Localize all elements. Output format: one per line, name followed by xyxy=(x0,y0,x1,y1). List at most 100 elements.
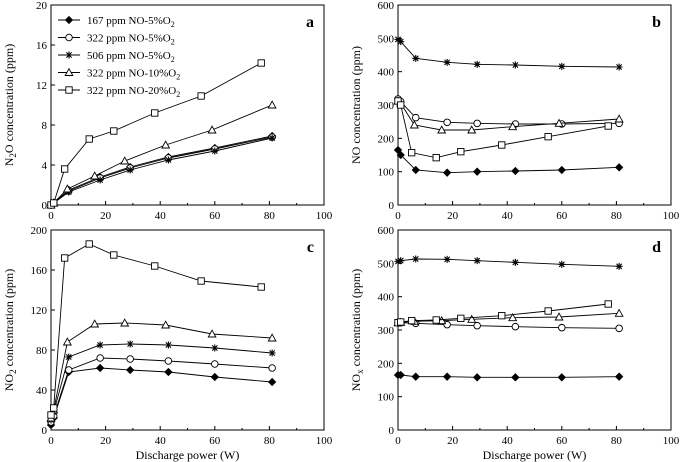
x-tick-label: 0 xyxy=(48,210,54,222)
x-tick-label: 100 xyxy=(663,435,680,447)
panel-b: 0 20 40 60 80 100 0 100 200 300 400 500 600 NO concen… xyxy=(349,0,680,222)
data-point xyxy=(457,148,465,156)
y-tick-label: 400 xyxy=(378,67,395,79)
x-tick-label: 40 xyxy=(502,210,514,222)
data-point xyxy=(50,404,58,412)
y-tick-label: 8 xyxy=(42,120,48,132)
data-point xyxy=(151,262,159,270)
series-triangle xyxy=(393,96,624,134)
data-point xyxy=(467,125,477,134)
data-point xyxy=(396,370,405,380)
x-tick-label: 60 xyxy=(556,210,568,222)
data-point xyxy=(437,125,447,134)
series-diamond xyxy=(46,363,277,430)
x-tick-label: 100 xyxy=(316,210,333,222)
data-point xyxy=(511,258,519,266)
panel-c: 0 20 40 60 80 100 0 40 80 120 160 200 NO2 concentrat… xyxy=(2,225,333,462)
x-tick-label: 80 xyxy=(611,435,623,447)
series-square xyxy=(47,59,265,209)
series-line xyxy=(397,100,620,131)
x-tick-label: 60 xyxy=(556,435,568,447)
data-point xyxy=(473,60,481,68)
data-point xyxy=(50,199,58,207)
data-point xyxy=(65,353,73,361)
data-point xyxy=(164,367,173,377)
data-point xyxy=(210,372,219,382)
data-point xyxy=(614,114,624,123)
y-tick-label: 20 xyxy=(36,0,48,12)
x-tick-label: 80 xyxy=(264,210,276,222)
data-point xyxy=(161,320,171,329)
y-tick-label: 500 xyxy=(378,33,395,45)
data-point xyxy=(126,365,135,375)
data-point xyxy=(268,134,276,142)
data-point xyxy=(164,156,172,164)
y-tick-label: 500 xyxy=(378,258,395,270)
data-point xyxy=(120,156,130,165)
plot-frame xyxy=(397,229,672,431)
y-tick-label: 0 xyxy=(389,425,395,437)
data-point xyxy=(615,63,623,71)
legend-marker xyxy=(64,15,74,25)
series-line xyxy=(50,343,273,421)
data-point xyxy=(267,377,277,387)
data-point xyxy=(443,118,451,127)
data-point xyxy=(554,118,564,127)
data-point xyxy=(267,100,277,109)
data-point xyxy=(61,254,69,262)
data-point xyxy=(473,119,481,128)
series-line xyxy=(397,100,609,159)
y-tick-label: 200 xyxy=(378,133,395,145)
data-point xyxy=(47,411,55,419)
series-line xyxy=(50,357,273,423)
data-point xyxy=(268,364,276,372)
data-point xyxy=(257,283,265,291)
x-tick-label: 0 xyxy=(48,435,54,447)
series-line xyxy=(50,322,273,419)
data-point xyxy=(164,341,172,349)
data-point xyxy=(207,125,217,134)
data-point xyxy=(409,120,419,129)
data-point xyxy=(85,240,93,248)
data-point xyxy=(62,337,72,346)
data-point xyxy=(151,109,159,117)
data-point xyxy=(614,163,624,172)
x-tick-label: 20 xyxy=(447,435,459,447)
data-point xyxy=(396,150,405,160)
data-point xyxy=(557,165,566,175)
panel-letter: b xyxy=(652,14,661,31)
x-axis-label: Discharge power (W) xyxy=(483,448,587,462)
data-point xyxy=(412,255,420,263)
series-square xyxy=(47,240,265,419)
data-point xyxy=(394,257,402,265)
data-point xyxy=(197,277,205,285)
plot-frame xyxy=(397,4,672,206)
data-point xyxy=(64,366,73,374)
series-line xyxy=(397,258,620,267)
panel-letter: c xyxy=(307,239,314,256)
data-point xyxy=(126,166,134,174)
data-point xyxy=(558,260,566,268)
data-point xyxy=(268,349,276,357)
x-tick-label: 80 xyxy=(611,210,623,222)
legend: 167 ppm NO-5%O2 322 ppm NO-5%O2 506 ppm NO… xyxy=(58,15,180,99)
x-tick-label: 20 xyxy=(100,210,112,222)
series-line xyxy=(50,367,273,426)
series-circle xyxy=(394,95,623,128)
data-point xyxy=(96,341,104,349)
panel-letter: d xyxy=(652,239,661,256)
data-point xyxy=(473,373,482,382)
data-point xyxy=(126,340,134,348)
series-star xyxy=(47,340,276,424)
data-point xyxy=(511,166,520,176)
data-point xyxy=(615,262,623,270)
data-point xyxy=(508,121,518,131)
y-tick-label: 300 xyxy=(378,325,395,337)
y-tick-label: 4 xyxy=(42,160,48,172)
x-axis-label: Discharge power (W) xyxy=(136,448,240,462)
x-tick-label: 80 xyxy=(264,435,276,447)
data-point xyxy=(85,135,93,143)
y-tick-label: 200 xyxy=(31,225,48,237)
data-point xyxy=(443,255,451,263)
